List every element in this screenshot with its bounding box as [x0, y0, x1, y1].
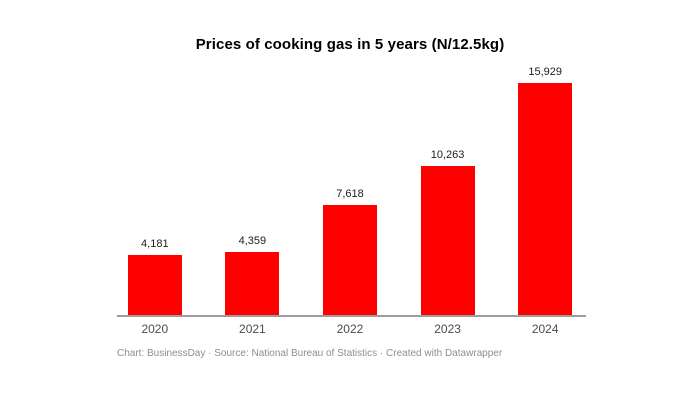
attribution-separator: · [205, 348, 215, 359]
bar-2023 [420, 166, 475, 316]
bars-container: 4,181 4,359 7,618 10,263 15,929 [106, 0, 594, 316]
plot-area: 4,181 4,359 7,618 10,263 15,929 2020 2021 2022… [106, 0, 594, 336]
x-tick-2024: 2024 [531, 322, 559, 336]
x-tick-2020: 2020 [141, 322, 169, 336]
bar-group-2021: 4,359 [204, 235, 302, 316]
x-axis-tick-labels: 2020 2021 2022 2023 2024 [106, 322, 594, 336]
bar-2022 [322, 205, 377, 316]
x-tick-2021: 2021 [239, 322, 266, 336]
attribution-datawrapper-link[interactable]: Created with Datawrapper [386, 348, 503, 359]
bar-2020 [127, 255, 182, 316]
bar-value-label-2023: 10,263 [430, 149, 465, 161]
x-tick-2022: 2022 [336, 322, 364, 336]
bar-value-label-2020: 4,181 [141, 238, 169, 250]
bar-group-2022: 7,618 [301, 188, 399, 316]
bar-group-2020: 4,181 [106, 238, 204, 316]
attribution-chart-credit: Chart: BusinessDay [117, 348, 206, 359]
chart-title: Prices of cooking gas in 5 years (N/12.5… [195, 36, 505, 53]
attribution: Chart: BusinessDay · Source: National Bu… [117, 348, 502, 359]
bar-group-2024: 15,929 [496, 66, 594, 316]
bar-2024 [518, 83, 573, 316]
x-tick-2023: 2023 [434, 322, 461, 336]
bar-value-label-2022: 7,618 [336, 188, 364, 200]
bar-value-label-2024: 15,929 [528, 66, 562, 78]
bar-value-label-2021: 4,359 [238, 235, 267, 247]
x-axis-line [117, 315, 586, 317]
attribution-separator: · [377, 348, 387, 359]
bar-2021 [225, 252, 280, 316]
attribution-source-credit: Source: National Bureau of Statistics [214, 348, 378, 359]
bar-group-2023: 10,263 [399, 149, 497, 316]
